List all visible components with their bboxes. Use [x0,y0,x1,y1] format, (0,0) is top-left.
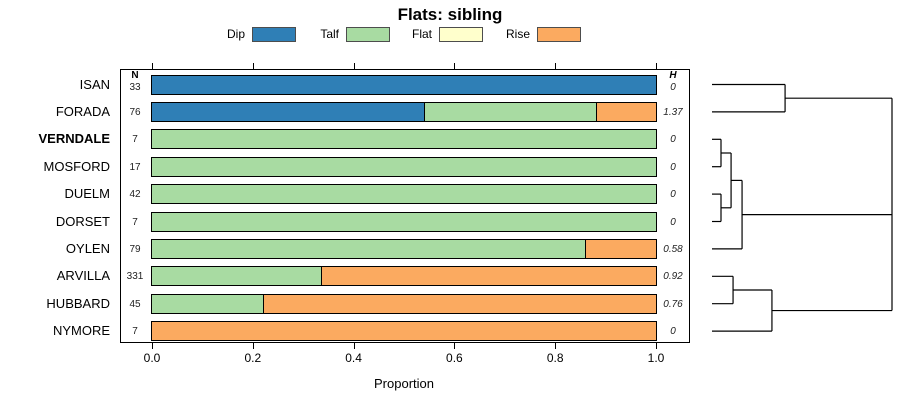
h-value: 0 [670,326,676,338]
n-value: 45 [129,298,141,310]
stacked-bar-isan [151,74,657,95]
legend-swatch-dip-icon [252,26,296,42]
stacked-bar-forada [151,101,657,122]
axis-tick [353,63,355,69]
row-label-nymore: NYMORE [52,323,110,339]
legend-swatch-flat-icon [439,26,483,42]
axis-tick [152,343,153,349]
h-value: 0.58 [663,243,683,255]
axis-tick-label: 0.0 [143,351,161,365]
row-label-oylen: OYLEN [65,240,110,256]
stacked-bar-hubbard [151,293,657,314]
n-value: 7 [132,134,138,146]
row-label-duelm: DUELM [64,186,110,202]
bar-segment-dip [152,75,656,94]
h-value: 0 [670,216,676,228]
h-value: 0 [670,161,676,173]
h-value: 0.92 [663,271,683,283]
x-axis-title: Proportion [374,376,434,391]
bar-segment-rise [152,322,656,341]
legend-item-dip: Dip [191,26,296,42]
stacked-bar-mosford [151,156,657,177]
bar-segment-talf [152,212,656,231]
axis-tick-label: 1.0 [647,351,665,365]
bar-segment-dip [152,102,425,121]
axis-tick [252,63,254,69]
n-value: 76 [129,106,141,118]
axis-tick [353,343,355,349]
bar-segment-rise [595,102,656,121]
h-value: 0 [670,134,676,146]
legend-swatch-talf-icon [346,26,390,42]
h-value: 1.37 [663,106,683,118]
bar-segment-talf [152,130,656,149]
n-value: 79 [129,243,141,255]
bar-segment-talf [152,267,321,286]
row-label-hubbard: HUBBARD [46,295,110,311]
row-label-verndale: VERNDALE [38,131,110,147]
legend-item-rise: Rise [476,26,581,42]
axis-tick-label: 0.2 [244,351,262,365]
row-label-mosford: MOSFORD [43,158,110,174]
legend-swatch-rise-icon [537,26,581,42]
legend-label: Rise [505,27,530,41]
row-label-arvilla: ARVILLA [56,268,110,284]
axis-tick [656,343,657,349]
bar-segment-rise [320,267,656,286]
n-value: 17 [129,161,141,173]
stacked-bar-verndale [151,129,657,150]
dendrogram [712,83,893,332]
stacked-bar-duelm [151,184,657,205]
axis-tick-label: 0.8 [546,351,564,365]
axis-tick [454,343,456,349]
stacked-bar-oylen [151,238,657,259]
n-value: 42 [129,189,141,201]
legend-item-talf: Talf [285,26,390,42]
axis-tick [555,343,557,349]
axis-tick [555,63,557,69]
legend-label: Flat [411,27,432,41]
h-value: 0.76 [663,298,683,310]
h-column-header: H [669,70,677,81]
bar-segment-talf [152,294,263,313]
row-label-isan: ISAN [79,76,110,92]
axis-tick-label: 0.4 [345,351,362,365]
bar-segment-rise [262,294,656,313]
row-label-forada: FORADA [55,103,110,119]
stacked-bar-dorset [151,211,657,232]
bar-segment-rise [585,239,656,258]
row-label-dorset: DORSET [55,213,110,229]
bar-segment-talf [152,185,656,204]
n-column-header: N [131,70,139,81]
axis-tick [454,63,456,69]
chart-title: Flats: sibling [397,5,503,24]
stacked-bar-arvilla [151,266,657,287]
n-value: 7 [132,326,138,338]
axis-tick [152,63,153,69]
n-value: 7 [132,216,138,228]
plot-area [120,69,690,343]
legend-label: Talf [320,27,339,41]
n-value: 331 [126,271,144,283]
h-value: 0 [670,82,676,93]
legend-label: Dip [226,27,245,41]
axis-tick [252,343,254,349]
axis-tick-label: 0.6 [446,351,463,365]
bar-segment-talf [424,102,596,121]
legend-item-flat: Flat [378,26,483,42]
stacked-bar-nymore [151,321,657,342]
bar-segment-talf [152,239,586,258]
h-value: 0 [670,189,676,201]
bar-segment-talf [152,157,656,176]
n-value: 33 [129,82,141,93]
axis-tick [656,63,657,69]
